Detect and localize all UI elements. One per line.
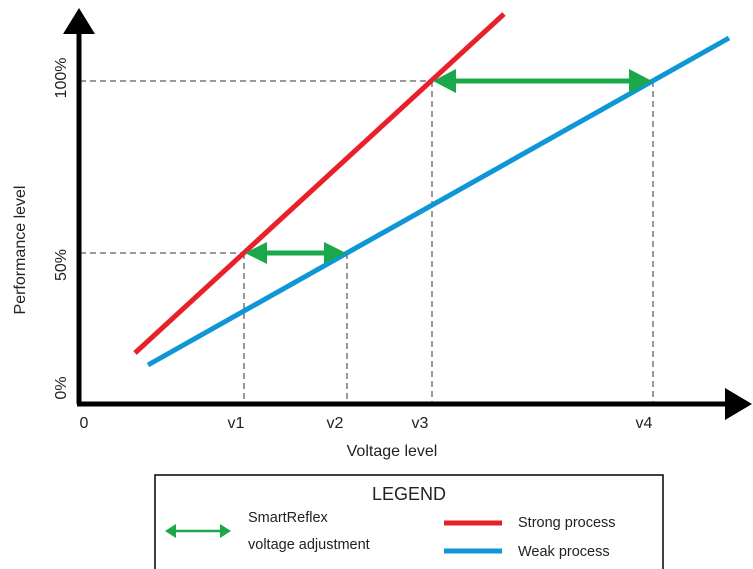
x-origin-label: 0 (80, 415, 89, 432)
legend-adjustment-label-line2: voltage adjustment (248, 537, 370, 553)
weak-process-line (146, 35, 731, 368)
strong-process-line (133, 12, 506, 355)
y-tick-100: 100% (53, 58, 70, 99)
x-tick-v4: v4 (636, 415, 653, 432)
legend-strong-label: Strong process (518, 515, 616, 531)
legend-adjustment-label-line1: SmartReflex (248, 510, 329, 526)
y-axis-arrowhead (63, 8, 95, 34)
arrowhead-left (433, 69, 456, 93)
legend-title: LEGEND (372, 484, 446, 504)
legend-box (154, 474, 664, 569)
arrowhead-right (324, 242, 346, 264)
x-tick-v3: v3 (412, 415, 429, 432)
legend: LEGEND SmartReflex voltage adjustment St… (154, 474, 664, 569)
arrowhead-left (245, 242, 267, 264)
x-axis-title: Voltage level (347, 443, 438, 460)
legend-weak-label: Weak process (518, 544, 610, 560)
axes (63, 8, 752, 420)
x-tick-v2: v2 (327, 415, 344, 432)
adjustment-arrow-50 (245, 242, 346, 264)
arrowhead-right (629, 69, 652, 93)
legend-adjustment-arrow-icon (165, 524, 231, 538)
y-tick-50: 50% (53, 249, 70, 281)
adjustment-arrow-100 (433, 69, 652, 93)
y-tick-0: 0% (53, 376, 70, 399)
y-axis-title: Performance level (12, 186, 29, 315)
x-axis-arrowhead (725, 388, 752, 420)
x-tick-v1: v1 (228, 415, 245, 432)
